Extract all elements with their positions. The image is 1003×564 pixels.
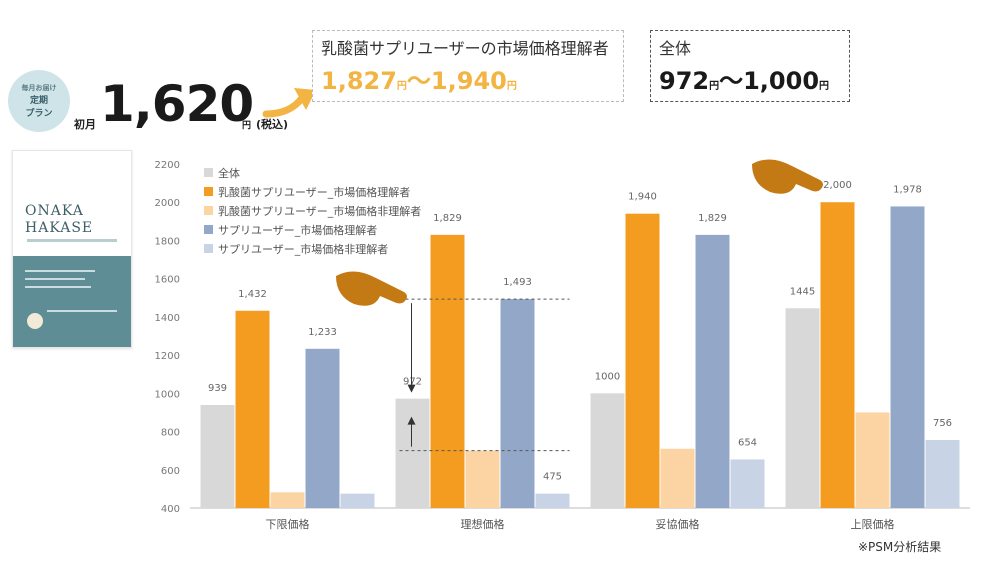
bar-0-1: [235, 310, 270, 508]
package-text-line: [25, 278, 85, 280]
x-tick-label: 妥協価格: [656, 517, 700, 531]
callout-label: 乳酸菌サプリユーザーの市場価格理解者: [321, 39, 609, 58]
data-label: 1,978: [893, 184, 922, 195]
package-text-line: [25, 270, 95, 272]
legend-label: サプリユーザー_市場価格理解者: [218, 223, 377, 237]
y-tick-label: 600: [161, 466, 180, 477]
data-label: 1,493: [503, 277, 532, 288]
footnote: ※PSM分析結果: [858, 540, 942, 554]
plan-badge: 毎月お届け 定期 プラン: [8, 70, 70, 132]
data-label: 756: [933, 418, 952, 429]
data-label: 1,829: [433, 213, 462, 224]
bar-3-1: [820, 202, 855, 508]
data-label: 1000: [595, 371, 620, 382]
data-label: 1,829: [698, 213, 727, 224]
data-label: 972: [403, 377, 422, 388]
legend-swatch: [204, 244, 213, 253]
bar-0-0: [200, 404, 235, 508]
data-label: 1,233: [308, 327, 337, 338]
callout-sep: 〜: [719, 67, 744, 95]
legend-swatch: [204, 206, 213, 215]
bar-0-3: [305, 348, 340, 508]
bar-1-0: [395, 398, 430, 508]
callout-unit: 円: [709, 81, 720, 92]
data-label: 475: [543, 472, 562, 483]
package-text-line: [47, 310, 117, 312]
bar-1-3: [500, 299, 535, 508]
x-tick-label: 上限価格: [851, 517, 895, 531]
price-prefix: 初月: [74, 118, 96, 131]
arrowhead-icon: [407, 384, 416, 393]
callout-value-to: 1,000: [743, 67, 820, 95]
bar-3-4: [925, 439, 960, 508]
bar-1-4: [535, 493, 570, 508]
price-tax: (税込): [256, 118, 289, 131]
x-tick-label: 理想価格: [461, 517, 505, 531]
legend-swatch: [204, 187, 213, 196]
y-tick-label: 1800: [155, 236, 180, 247]
callout-value: 972円〜1,000円: [659, 61, 829, 96]
data-label: 1,940: [628, 192, 657, 203]
callout-unit: 円: [396, 81, 407, 92]
callout-value-from: 972: [659, 67, 710, 95]
product-package: ONAKA HAKASE: [12, 150, 132, 348]
bar-1-2: [465, 450, 500, 508]
callout-value-to: 1,940: [430, 67, 507, 95]
callout-unit: 円: [819, 81, 830, 92]
package-panel: [13, 256, 131, 347]
y-tick-label: 2200: [155, 160, 180, 171]
callout-label: 全体: [659, 39, 692, 58]
callout-value: 1,827円〜1,940円: [321, 61, 517, 96]
arrowhead-icon: [407, 416, 416, 425]
y-tick-label: 1400: [155, 313, 180, 324]
y-tick-label: 400: [161, 504, 180, 515]
price-unit: 円: [242, 121, 252, 131]
data-label: 1,432: [238, 289, 267, 300]
y-tick-label: 800: [161, 428, 180, 439]
pointing-hand-icon: [752, 159, 823, 194]
legend-swatch: [204, 225, 213, 234]
callout-overall: 全体 972円〜1,000円: [650, 30, 850, 102]
data-label: 939: [208, 383, 227, 394]
legend-label: 乳酸菌サプリユーザー_市場価格理解者: [218, 185, 410, 199]
package-title: ONAKA HAKASE: [25, 203, 94, 236]
package-capsule-icon: [27, 313, 43, 329]
package-text-line: [25, 286, 91, 288]
bar-0-4: [340, 493, 375, 508]
y-tick-label: 1600: [155, 275, 180, 286]
arrow-icon: [262, 88, 316, 118]
data-label: 1445: [790, 286, 815, 297]
data-label: 654: [738, 437, 757, 448]
bar-2-3: [695, 234, 730, 508]
package-subline: [27, 239, 117, 242]
callout-lactic-users: 乳酸菌サプリユーザーの市場価格理解者 1,827円〜1,940円: [312, 30, 624, 102]
legend-label: 乳酸菌サプリユーザー_市場価格非理解者: [218, 204, 421, 218]
callout-value-from: 1,827: [321, 67, 397, 95]
x-tick-label: 下限価格: [266, 517, 310, 531]
plan-badge-main: 定期 プラン: [25, 95, 53, 119]
callout-unit: 円: [506, 81, 517, 92]
y-tick-label: 2000: [155, 198, 180, 209]
bar-2-0: [590, 393, 625, 508]
first-month-price: 1,620: [100, 75, 254, 133]
pointing-hand-icon: [336, 271, 407, 306]
price-bar-chart: 400 600 800 1000 1200 1400 1600 1800 2000 2200 939…: [155, 159, 970, 531]
bar-3-2: [855, 412, 890, 508]
callout-sep: 〜: [406, 67, 431, 95]
y-tick-label: 1200: [155, 351, 180, 362]
bar-1-1: [430, 234, 465, 508]
legend-label: サプリユーザー_市場価格非理解者: [218, 242, 388, 256]
bar-3-0: [785, 308, 820, 508]
bar-2-4: [730, 459, 765, 508]
bar-2-2: [660, 448, 695, 508]
bar-0-2: [270, 492, 305, 508]
y-tick-label: 1000: [155, 389, 180, 400]
plan-badge-top: 毎月お届け: [21, 83, 57, 92]
bar-2-1: [625, 213, 660, 508]
legend-label: 全体: [218, 166, 240, 180]
data-label: 2,000: [823, 180, 852, 191]
legend-swatch: [204, 168, 213, 177]
bar-3-3: [890, 206, 925, 508]
